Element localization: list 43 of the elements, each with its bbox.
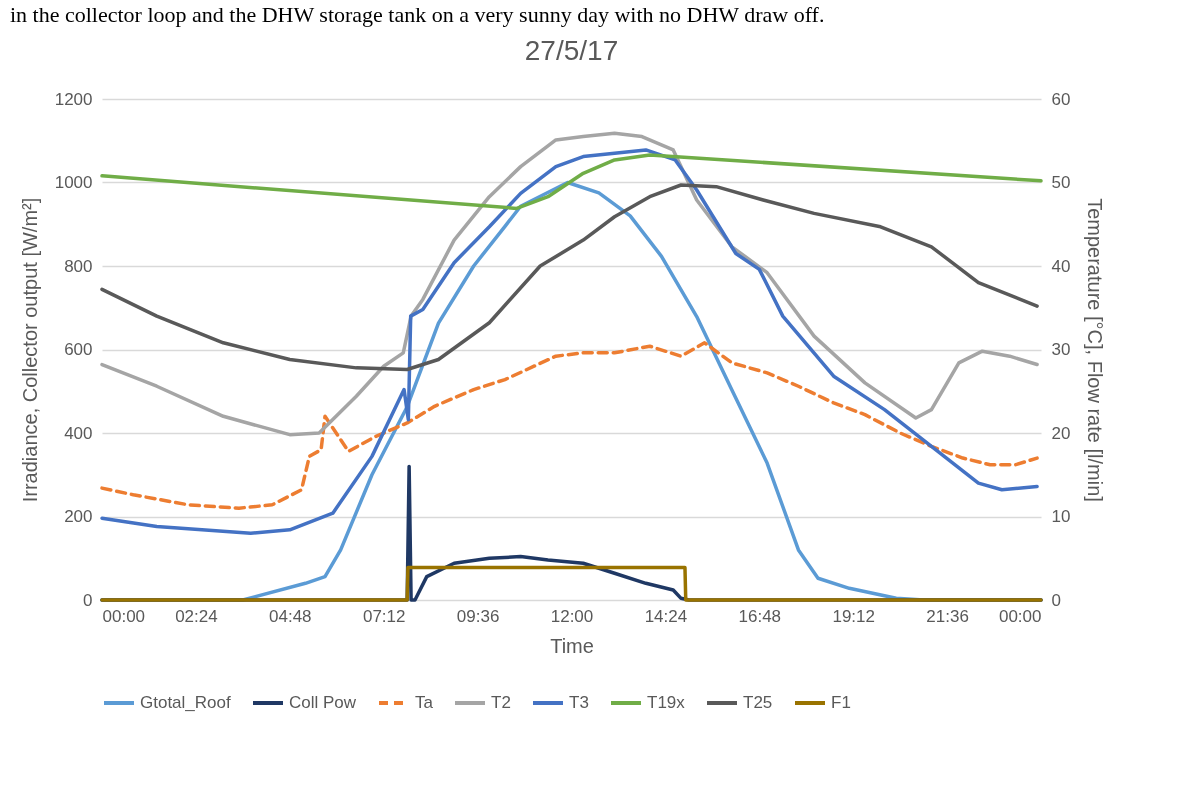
legend-label: Gtotal_Roof [140, 693, 231, 712]
y-tick-label: 0 [83, 590, 93, 610]
legend-label: T2 [491, 693, 511, 712]
x-tick-label: 19:12 [832, 606, 875, 626]
x-tick-label: 09:36 [456, 606, 500, 626]
x-tick-label: 00:00 [102, 606, 146, 626]
legend-label: F1 [831, 693, 851, 712]
x-tick-label: 16:48 [738, 606, 782, 626]
text: in the collector loop and the DHW storage tank on a very sunny day with no DHW draw off. [9, 1, 826, 29]
y2-tick-label: 30 [1051, 340, 1071, 359]
y-tick-label: 600 [64, 340, 93, 359]
y-tick-label: 800 [64, 256, 93, 276]
y-tick-label: 1000 [54, 173, 93, 192]
y2-tick-label: 60 [1051, 89, 1071, 109]
y2-tick-label: 0 [1051, 590, 1061, 610]
legend-label: Ta [415, 693, 434, 712]
line-series [100, 183, 1039, 372]
x-tick-label: 12:00 [550, 606, 594, 626]
y-tick-label: 1200 [54, 89, 93, 109]
y2-tick-label: 10 [1051, 507, 1071, 526]
x-axis-title: Time [550, 634, 594, 657]
y-tick-label: 400 [64, 423, 93, 443]
y2-tick-label: 50 [1051, 173, 1071, 192]
line-series [100, 148, 1039, 535]
x-tick-label: 14:24 [644, 606, 688, 626]
legend-label: T25 [743, 693, 773, 712]
y2-tick-label: 20 [1051, 423, 1071, 443]
y-axis-title: Irradiance, Collector output [W/m²] [18, 197, 41, 503]
x-tick-label: 04:48 [269, 606, 312, 626]
y-tick-label: 200 [64, 507, 93, 526]
line-series [100, 153, 1043, 211]
line-series [100, 341, 1039, 510]
legend-label: T19x [647, 693, 686, 712]
x-tick-label: 02:24 [175, 606, 218, 626]
x-tick-label: 21:36 [926, 606, 969, 626]
legend-label: T3 [569, 693, 589, 712]
chart-title: 27/5/17 [524, 35, 619, 66]
line-series [100, 131, 1039, 437]
legend-label: Coll Pow [289, 693, 357, 712]
x-tick-label: 07:12 [362, 606, 406, 626]
x-tick-label: 00:00 [998, 606, 1042, 626]
y2-axis-title: Temperature [°C], Flow rate [l/min] [1084, 198, 1107, 502]
y2-tick-label: 40 [1051, 256, 1071, 276]
